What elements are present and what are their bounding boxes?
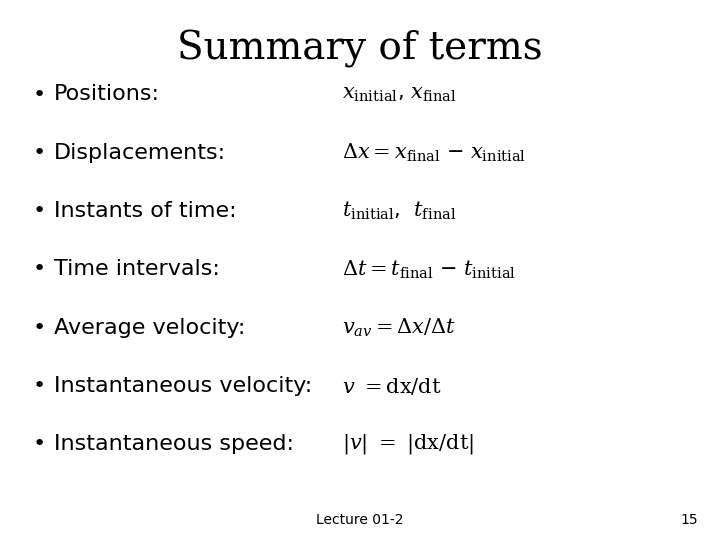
Text: $t_{\mathrm{initial}}$,  $t_{\mathrm{final}}$: $t_{\mathrm{initial}}$, $t_{\mathrm{fina… [342, 200, 456, 222]
Text: Summary of terms: Summary of terms [177, 30, 543, 68]
Text: Positions:: Positions: [54, 84, 160, 105]
Text: $v\ \mathrm{= dx/dt}$: $v\ \mathrm{= dx/dt}$ [342, 376, 441, 396]
Text: $\mathrm{|}v\mathrm{|\ =\ |dx/dt|}$: $\mathrm{|}v\mathrm{|\ =\ |dx/dt|}$ [342, 433, 474, 456]
Text: Lecture 01-2: Lecture 01-2 [316, 512, 404, 526]
Text: $\Delta x = x_{\mathrm{final}}\ \mathrm{-}\ x_{\mathrm{initial}}$: $\Delta x = x_{\mathrm{final}}\ \mathrm{… [342, 141, 526, 164]
Text: Average velocity:: Average velocity: [54, 318, 246, 338]
Text: •: • [33, 143, 46, 163]
Text: •: • [33, 259, 46, 280]
Text: Instantaneous velocity:: Instantaneous velocity: [54, 376, 312, 396]
Text: •: • [33, 434, 46, 455]
Text: $\Delta t = t_{\mathrm{final}}\ \mathrm{-}\ t_{\mathrm{initial}}$: $\Delta t = t_{\mathrm{final}}\ \mathrm{… [342, 258, 516, 281]
Text: 15: 15 [681, 512, 698, 526]
Text: Time intervals:: Time intervals: [54, 259, 220, 280]
Text: •: • [33, 376, 46, 396]
Text: $x_{\mathrm{initial}}$, $x_{\mathrm{final}}$: $x_{\mathrm{initial}}$, $x_{\mathrm{fina… [342, 84, 456, 105]
Text: •: • [33, 318, 46, 338]
Text: •: • [33, 201, 46, 221]
Text: Instants of time:: Instants of time: [54, 201, 237, 221]
Text: •: • [33, 84, 46, 105]
Text: $v_{av} = \Delta x/\Delta t$: $v_{av} = \Delta x/\Delta t$ [342, 316, 456, 339]
Text: Displacements:: Displacements: [54, 143, 226, 163]
Text: Instantaneous speed:: Instantaneous speed: [54, 434, 294, 455]
